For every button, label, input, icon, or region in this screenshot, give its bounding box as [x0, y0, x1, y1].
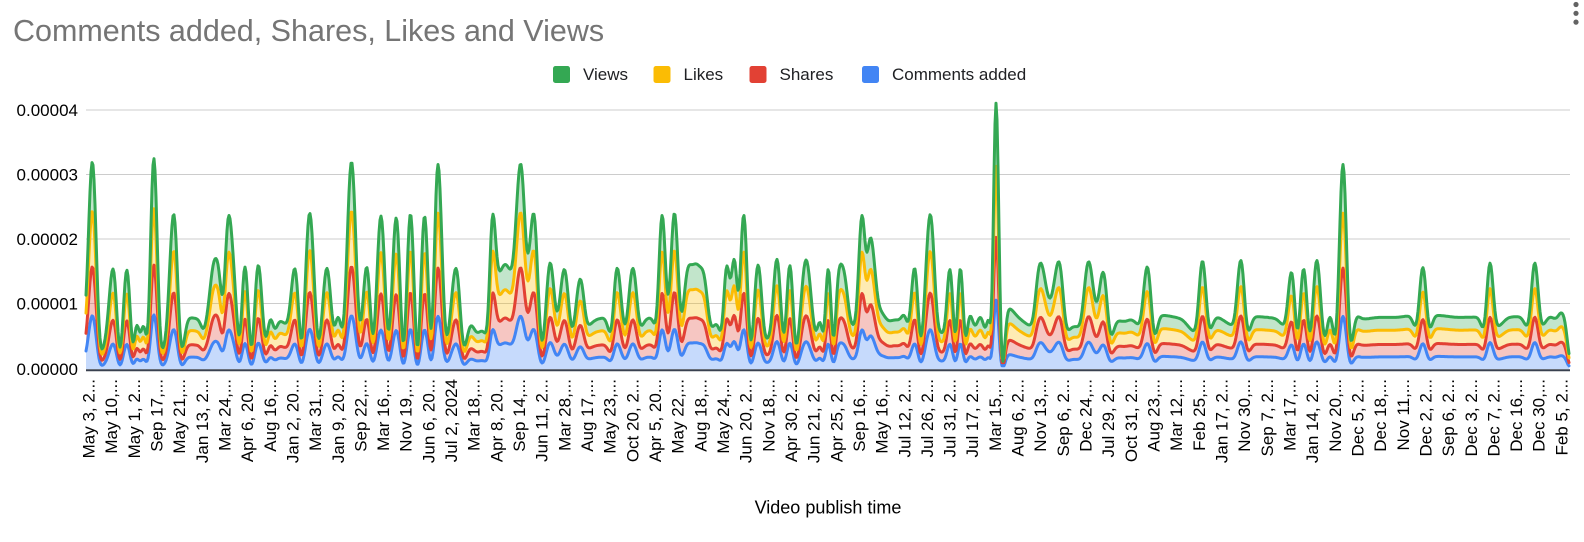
svg-text:Dec 18,...: Dec 18,...: [1371, 379, 1390, 452]
svg-text:May 24,...: May 24,...: [714, 379, 733, 454]
svg-text:Sep 16,...: Sep 16,...: [850, 379, 869, 452]
svg-text:May 1, 2...: May 1, 2...: [125, 379, 144, 458]
svg-text:Mar 24,...: Mar 24,...: [215, 379, 234, 451]
svg-text:Nov 18,...: Nov 18,...: [759, 379, 778, 452]
svg-text:Jan 17, 2...: Jan 17, 2...: [1213, 379, 1232, 463]
svg-text:Dec 16,...: Dec 16,...: [1507, 379, 1526, 452]
svg-text:Dec 30,...: Dec 30,...: [1530, 379, 1549, 452]
svg-text:0.00001: 0.00001: [17, 295, 78, 314]
svg-text:May 16,...: May 16,...: [873, 379, 892, 454]
svg-text:Jan 2, 20...: Jan 2, 20...: [283, 379, 302, 463]
svg-text:Nov 20,...: Nov 20,...: [1326, 379, 1345, 452]
svg-text:Apr 6, 20...: Apr 6, 20...: [238, 379, 257, 462]
svg-text:Sep 6, 2...: Sep 6, 2...: [1054, 379, 1073, 457]
svg-text:0.00003: 0.00003: [17, 166, 78, 185]
svg-text:Likes: Likes: [684, 65, 724, 84]
svg-text:Jan 13, 2...: Jan 13, 2...: [193, 379, 212, 463]
svg-text:May 3, 2...: May 3, 2...: [80, 379, 99, 458]
svg-text:Dec 7, 2...: Dec 7, 2...: [1484, 379, 1503, 456]
svg-text:Apr 5, 20...: Apr 5, 20...: [646, 379, 665, 462]
svg-text:Jan 14, 2...: Jan 14, 2...: [1303, 379, 1322, 463]
svg-text:Dec 5, 2...: Dec 5, 2...: [1348, 379, 1367, 456]
svg-text:May 10,...: May 10,...: [102, 379, 121, 454]
svg-text:Apr 8, 20...: Apr 8, 20...: [487, 379, 506, 462]
svg-text:Mar 16,...: Mar 16,...: [374, 379, 393, 451]
svg-text:Aug 23,...: Aug 23,...: [1145, 379, 1164, 452]
svg-text:Shares: Shares: [780, 65, 834, 84]
svg-text:Apr 30, 2...: Apr 30, 2...: [782, 379, 801, 462]
svg-text:Video publish time: Video publish time: [755, 498, 902, 518]
svg-text:Oct 20, 2...: Oct 20, 2...: [623, 379, 642, 462]
svg-text:Jul 17, 2...: Jul 17, 2...: [963, 379, 982, 457]
svg-text:Nov 13,...: Nov 13,...: [1031, 379, 1050, 452]
svg-text:Jul 31, 2...: Jul 31, 2...: [941, 379, 960, 457]
svg-text:Sep 22,...: Sep 22,...: [351, 379, 370, 452]
svg-text:Jul 29, 2...: Jul 29, 2...: [1099, 379, 1118, 457]
svg-text:May 23,...: May 23,...: [601, 379, 620, 454]
svg-text:Jun 20, 2...: Jun 20, 2...: [737, 379, 756, 463]
svg-text:Feb 25,...: Feb 25,...: [1190, 379, 1209, 451]
svg-text:Aug 18,...: Aug 18,...: [691, 379, 710, 452]
svg-text:May 21,...: May 21,...: [170, 379, 189, 454]
svg-text:0.00002: 0.00002: [17, 230, 78, 249]
svg-text:May 22,...: May 22,...: [669, 379, 688, 454]
svg-text:Comments added, Shares, Likes: Comments added, Shares, Likes and Views: [13, 14, 604, 48]
svg-text:Mar 17,...: Mar 17,...: [1280, 379, 1299, 451]
svg-text:Mar 18,...: Mar 18,...: [465, 379, 484, 451]
svg-text:Mar 12,...: Mar 12,...: [1167, 379, 1186, 451]
svg-text:Jul 12, 2...: Jul 12, 2...: [895, 379, 914, 457]
svg-text:Nov 30,...: Nov 30,...: [1235, 379, 1254, 452]
svg-text:Apr 25, 2...: Apr 25, 2...: [827, 379, 846, 462]
svg-text:Jan 9, 20...: Jan 9, 20...: [329, 379, 348, 463]
svg-text:Dec 24,...: Dec 24,...: [1077, 379, 1096, 452]
svg-text:Aug 17,...: Aug 17,...: [578, 379, 597, 452]
svg-text:Jun 6, 20...: Jun 6, 20...: [419, 379, 438, 463]
svg-text:Aug 16,...: Aug 16,...: [261, 379, 280, 452]
svg-text:Mar 15,...: Mar 15,...: [986, 379, 1005, 451]
svg-text:Views: Views: [583, 65, 628, 84]
svg-text:0.00004: 0.00004: [17, 101, 78, 120]
svg-text:Sep 6, 2...: Sep 6, 2...: [1439, 379, 1458, 457]
svg-text:Comments added: Comments added: [892, 65, 1026, 84]
svg-text:Jun 21, 2...: Jun 21, 2...: [805, 379, 824, 463]
svg-text:Jul 26, 2...: Jul 26, 2...: [918, 379, 937, 457]
svg-text:Dec 3, 2...: Dec 3, 2...: [1462, 379, 1481, 456]
svg-text:Jul 2, 2024: Jul 2, 2024: [442, 379, 461, 462]
svg-text:Nov 19,...: Nov 19,...: [397, 379, 416, 452]
svg-text:0.00000: 0.00000: [17, 360, 78, 379]
svg-text:Mar 28,...: Mar 28,...: [555, 379, 574, 451]
svg-text:Jun 11, 2...: Jun 11, 2...: [533, 379, 552, 462]
svg-text:Sep 17,...: Sep 17,...: [147, 379, 166, 452]
svg-text:Nov 11,...: Nov 11,...: [1394, 379, 1413, 451]
svg-text:Sep 7, 2...: Sep 7, 2...: [1258, 379, 1277, 457]
svg-text:Feb 5, 2...: Feb 5, 2...: [1552, 379, 1571, 456]
svg-text:Mar 31,...: Mar 31,...: [306, 379, 325, 451]
svg-text:Dec 2, 2...: Dec 2, 2...: [1416, 379, 1435, 456]
svg-text:Oct 31, 2...: Oct 31, 2...: [1122, 379, 1141, 462]
svg-text:Sep 14,...: Sep 14,...: [510, 379, 529, 452]
svg-text:Aug 6, 2...: Aug 6, 2...: [1009, 379, 1028, 457]
